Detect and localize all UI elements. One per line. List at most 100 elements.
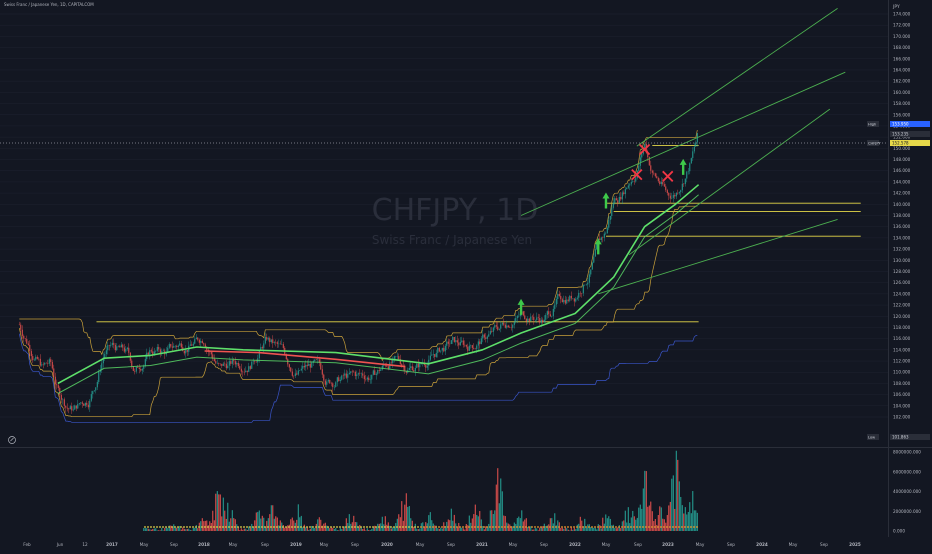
volume-bar	[517, 518, 518, 531]
price-tag-value: 153.950	[892, 122, 909, 127]
volume-dot	[366, 526, 368, 528]
volume-dot	[177, 526, 179, 528]
volume-bar	[337, 530, 338, 531]
volume-dot	[498, 526, 500, 528]
volume-bar	[262, 516, 263, 531]
volume-bar	[157, 530, 158, 531]
price-tick-label: 106.000	[893, 392, 911, 397]
volume-bar	[305, 527, 306, 531]
volume-bar	[412, 521, 413, 531]
volume-bar	[338, 530, 339, 531]
volume-dot	[555, 526, 557, 528]
volume-dot	[183, 526, 185, 528]
price-tick-label: 148.000	[893, 157, 911, 162]
volume-bar	[242, 530, 243, 531]
volume-bar	[389, 526, 390, 531]
volume-dot	[564, 526, 566, 528]
volume-bar	[571, 527, 572, 531]
volume-bar	[496, 485, 497, 531]
volume-bar	[634, 516, 635, 531]
time-tick-label: 2022	[569, 542, 581, 547]
volume-dot	[675, 526, 677, 528]
volume-bar	[329, 528, 330, 531]
chart-header-title: Swiss Franc / Japanese Yen, 1D, CAPITALC…	[4, 2, 94, 7]
volume-bar	[239, 530, 240, 531]
volume-bar	[317, 519, 318, 531]
volume-bar	[538, 530, 539, 531]
volume-dot	[642, 526, 644, 528]
volume-bar	[385, 516, 386, 531]
volume-tick-label: 4000000.000	[893, 489, 921, 494]
volume-bar	[292, 518, 293, 531]
volume-dot	[693, 526, 695, 528]
volume-dot	[672, 526, 674, 528]
volume-dot	[357, 526, 359, 528]
volume-bar	[314, 528, 315, 531]
watermark-name: Swiss Franc / Japanese Yen	[372, 233, 532, 247]
volume-dot	[276, 526, 278, 528]
volume-bar	[179, 526, 180, 531]
volume-dot	[234, 526, 236, 528]
volume-bar	[397, 519, 398, 531]
candle	[454, 337, 455, 343]
volume-bar	[227, 503, 228, 531]
volume-dot	[249, 526, 251, 528]
volume-bar	[194, 528, 195, 531]
time-tick-label: 2017	[106, 542, 118, 547]
volume-dot	[168, 526, 170, 528]
time-tick-label: May	[140, 542, 149, 547]
volume-bar	[163, 530, 164, 531]
volume-dot	[210, 526, 212, 528]
volume-bar	[619, 525, 620, 531]
volume-dot	[561, 526, 563, 528]
volume-bar	[520, 518, 521, 531]
price-tick-label: 120.000	[893, 314, 911, 319]
volume-dot	[174, 526, 176, 528]
candle	[649, 156, 650, 166]
volume-dot	[681, 526, 683, 528]
volume-dot	[285, 526, 287, 528]
volume-dot	[549, 526, 551, 528]
volume-bar	[311, 526, 312, 531]
volume-bar	[244, 529, 245, 531]
volume-bar	[643, 488, 644, 531]
volume-bar	[448, 519, 449, 531]
volume-bar	[301, 516, 302, 531]
volume-dot	[321, 526, 323, 528]
volume-bar	[683, 513, 684, 531]
volume-dot	[639, 526, 641, 528]
volume-dot	[450, 526, 452, 528]
volume-bar	[434, 525, 435, 531]
volume-bar	[638, 508, 639, 531]
volume-bar	[526, 518, 527, 531]
volume-dot	[600, 526, 602, 528]
volume-bar	[202, 518, 203, 531]
price-tick-label: 104.000	[893, 403, 911, 408]
volume-bar	[218, 494, 219, 531]
volume-dot	[669, 526, 671, 528]
volume-dot	[156, 526, 158, 528]
volume-bar	[335, 528, 336, 531]
price-tick-label: 156.000	[893, 112, 911, 117]
time-tick-label: Sep	[351, 542, 359, 547]
price-tag-label: High	[868, 123, 876, 127]
volume-dot	[624, 526, 626, 528]
volume-bar	[460, 528, 461, 531]
volume-dot	[330, 526, 332, 528]
time-tick-label: May	[789, 542, 798, 547]
volume-dot	[201, 526, 203, 528]
volume-bar	[572, 530, 573, 531]
volume-dot	[543, 526, 545, 528]
volume-bar	[620, 528, 621, 531]
volume-dot	[612, 526, 614, 528]
price-tick-label: 132.000	[893, 247, 911, 252]
volume-bar	[518, 517, 519, 531]
volume-bar	[283, 525, 284, 531]
volume-bar	[386, 525, 387, 531]
volume-bar	[533, 530, 534, 531]
volume-dot	[588, 526, 590, 528]
volume-bar	[167, 528, 168, 531]
volume-bar	[662, 519, 663, 531]
